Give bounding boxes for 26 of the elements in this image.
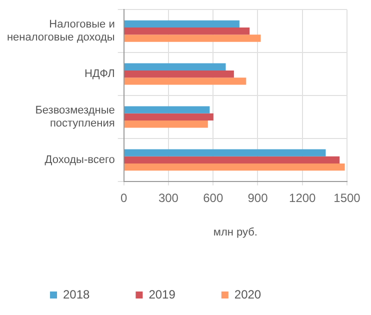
bar <box>124 156 340 164</box>
bar <box>124 164 345 171</box>
bar <box>124 149 326 156</box>
bar <box>124 78 246 85</box>
x-axis-title: млн руб. <box>213 226 258 238</box>
bar <box>124 27 250 35</box>
legend-label: 2020 <box>234 287 262 302</box>
bar <box>124 113 214 121</box>
x-tick-label: 300 <box>158 190 179 205</box>
bar <box>124 20 240 28</box>
y-tick-label: НДФЛ <box>84 68 115 80</box>
bar <box>124 106 210 114</box>
x-tick-label: 1200 <box>289 190 316 205</box>
y-tick-label: Безвозмездные поступления <box>35 104 115 130</box>
legend-label: 2019 <box>148 287 176 302</box>
x-tick-label: 1500 <box>334 190 361 205</box>
bar <box>124 63 226 70</box>
y-tick-label: Доходы-всего <box>44 154 115 166</box>
x-tick-label: 0 <box>120 190 128 205</box>
x-tick-label: 600 <box>203 190 224 205</box>
bar <box>124 70 234 78</box>
y-tick-label: Налоговые и неналоговые доходы <box>6 18 115 44</box>
x-tick-label: 900 <box>248 190 268 205</box>
bar <box>124 34 261 42</box>
bar <box>124 120 208 128</box>
legend-label: 2018 <box>63 287 90 302</box>
